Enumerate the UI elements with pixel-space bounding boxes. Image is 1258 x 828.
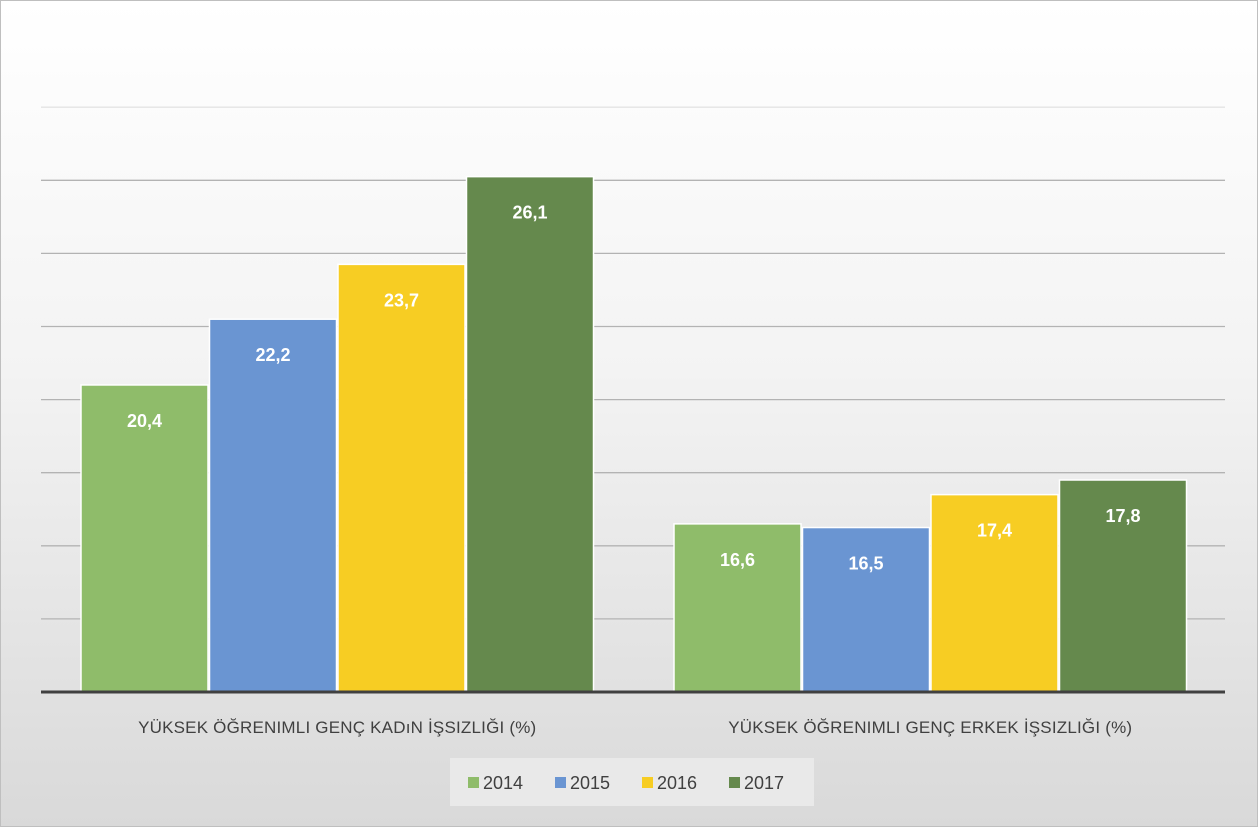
bar-2014-1: [80, 384, 209, 693]
data-label: 20,4: [127, 411, 162, 431]
data-label: 26,1: [512, 203, 547, 223]
legend-swatch: [729, 777, 740, 788]
data-label: 23,7: [384, 290, 419, 310]
bar-2014-2: [673, 523, 802, 693]
legend-swatch: [468, 777, 479, 788]
legend-box: [450, 758, 814, 806]
legend-swatch: [642, 777, 653, 788]
category-label: YÜKSEK ÖĞRENIMLI GENÇ ERKEK İŞSIZLIĞI (%…: [728, 718, 1132, 737]
bar-2015-2: [801, 526, 931, 693]
data-label: 16,5: [848, 554, 883, 574]
category-label: YÜKSEK ÖĞRENIMLI GENÇ KADıN İŞSIZLIĞI (%…: [138, 718, 536, 737]
bar-2017-1: [465, 175, 595, 693]
legend-label: 2015: [570, 773, 610, 793]
bar-2017-2: [1058, 479, 1188, 693]
bar-2015-1: [208, 318, 338, 693]
legend: 2014 2015 2016 2017: [450, 758, 814, 806]
data-label: 17,8: [1105, 506, 1140, 526]
data-label: 17,4: [977, 521, 1012, 541]
data-labels: 20,4 16,6 22,2 16,5 23,7 17,4 26,1 17,8: [127, 203, 1141, 574]
category-labels: YÜKSEK ÖĞRENIMLI GENÇ KADıN İŞSIZLIĞI (%…: [138, 718, 1132, 737]
bar-2016-2: [930, 493, 1059, 693]
legend-label: 2017: [744, 773, 784, 793]
legend-swatch: [555, 777, 566, 788]
bars: [80, 175, 1188, 693]
data-label: 22,2: [255, 345, 290, 365]
legend-label: 2016: [657, 773, 697, 793]
bar-2016-1: [337, 263, 466, 693]
legend-label: 2014: [483, 773, 523, 793]
data-label: 16,6: [720, 550, 755, 570]
